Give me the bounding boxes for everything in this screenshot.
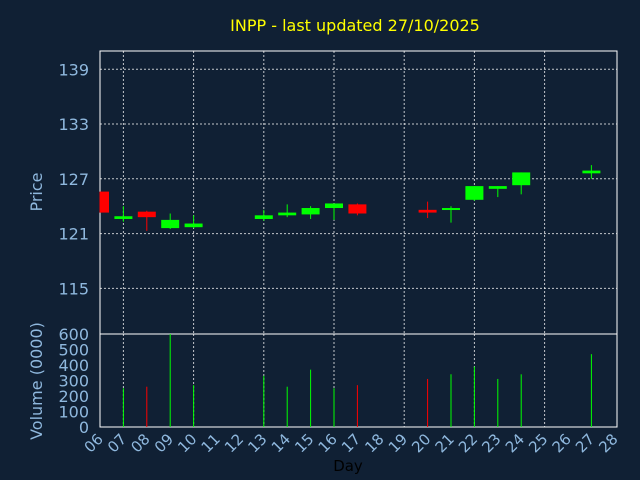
x-tick-label: 17: [338, 430, 364, 456]
x-tick-label: 23: [478, 430, 504, 456]
x-ticks: 0607080910111213141516171819202122232425…: [81, 430, 622, 456]
volume-tick-label: 100: [58, 403, 89, 422]
x-tick-label: 08: [127, 430, 153, 456]
x-tick-label: 27: [572, 430, 598, 456]
x-axis-label: Day: [333, 457, 363, 475]
x-tick-label: 13: [244, 430, 270, 456]
volume-tick-label: 200: [58, 387, 89, 406]
volume-tick-label: 0: [79, 418, 89, 437]
x-tick-label: 07: [104, 430, 130, 456]
volume-panel-frame: [99, 333, 618, 428]
x-tick-label: 28: [595, 430, 621, 456]
price-tick-label: 127: [58, 170, 89, 189]
price-tick-label: 139: [58, 60, 89, 79]
x-tick-label: 16: [315, 430, 341, 456]
candle-body: [137, 211, 156, 218]
price-tick-label: 115: [58, 279, 89, 298]
candle-body: [348, 204, 367, 214]
candle-body: [161, 219, 180, 229]
candle-body: [512, 172, 531, 186]
x-tick-label: 12: [221, 430, 247, 456]
volume-tick-label: 300: [58, 372, 89, 391]
candle-body: [301, 208, 320, 215]
price-tick-label: 133: [58, 115, 89, 134]
x-tick-label: 18: [361, 430, 387, 456]
x-tick-label: 11: [198, 430, 224, 456]
volume-tick-label: 400: [58, 356, 89, 375]
x-tick-label: 25: [525, 430, 551, 456]
candle-body: [114, 216, 133, 219]
volume-axis-label: Volume (0000): [27, 322, 46, 440]
candle-body: [254, 215, 273, 219]
candles: [99, 165, 601, 231]
x-tick-label: 10: [174, 430, 200, 456]
price-y-ticks: 115 121 127 133 139: [58, 60, 89, 298]
x-tick-label: 19: [385, 430, 411, 456]
candle-body: [100, 191, 109, 213]
price-tick-label: 121: [58, 225, 89, 244]
candle-body: [442, 208, 460, 211]
x-tick-label: 21: [432, 430, 458, 456]
price-grid: [100, 51, 617, 334]
volume-tick-label: 500: [58, 341, 89, 360]
volume-tick-label: 600: [58, 325, 89, 344]
x-tick-label: 14: [268, 430, 294, 456]
x-tick-label: 09: [151, 430, 177, 456]
candle-body: [325, 203, 343, 209]
price-axis-label: Price: [27, 172, 46, 211]
x-tick-label: 26: [549, 430, 575, 456]
x-tick-label: 24: [502, 430, 528, 456]
x-tick-label: 15: [291, 430, 317, 456]
price-panel-frame: [99, 50, 618, 335]
volume-bars: [122, 334, 592, 427]
candle-body: [184, 223, 203, 228]
chart-title: INPP - last updated 27/10/2025: [230, 16, 480, 35]
candle-body: [582, 170, 601, 174]
x-tick-label: 20: [408, 430, 434, 456]
candle-body: [418, 209, 437, 213]
candle-body: [278, 212, 297, 216]
candle-body: [488, 186, 507, 189]
candle-body: [465, 186, 484, 200]
x-tick-label: 22: [455, 430, 481, 456]
